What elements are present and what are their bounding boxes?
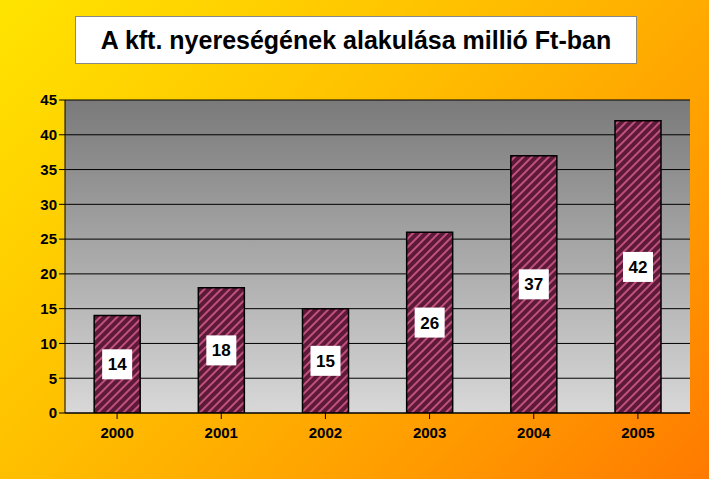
svg-text:35: 35: [40, 161, 57, 178]
svg-text:26: 26: [420, 314, 439, 333]
svg-text:2002: 2002: [309, 424, 342, 441]
svg-text:37: 37: [524, 275, 543, 294]
svg-text:2003: 2003: [413, 424, 446, 441]
svg-text:42: 42: [629, 258, 648, 277]
svg-text:15: 15: [40, 300, 57, 317]
svg-text:45: 45: [40, 91, 57, 108]
svg-text:30: 30: [40, 196, 57, 213]
svg-text:25: 25: [40, 230, 57, 247]
svg-text:2000: 2000: [100, 424, 133, 441]
svg-text:10: 10: [40, 335, 57, 352]
svg-text:18: 18: [212, 341, 231, 360]
svg-text:15: 15: [316, 352, 335, 371]
svg-text:40: 40: [40, 126, 57, 143]
svg-text:2004: 2004: [517, 424, 551, 441]
svg-text:2001: 2001: [205, 424, 238, 441]
svg-text:2005: 2005: [621, 424, 654, 441]
svg-text:5: 5: [49, 370, 57, 387]
svg-text:0: 0: [49, 404, 57, 421]
html-text:A kft. nyereségének alakulása: A kft. nyereségének alakulása millió Ft-…: [100, 25, 612, 54]
svg-text:20: 20: [40, 265, 57, 282]
svg-text:14: 14: [108, 355, 127, 374]
